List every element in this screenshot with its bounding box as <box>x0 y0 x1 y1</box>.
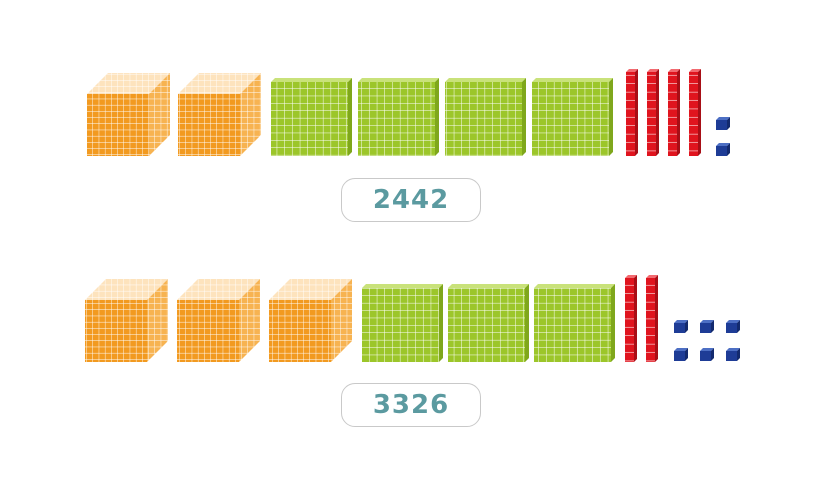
hundred-flat-row1-1 <box>271 78 352 156</box>
unit-cube-row1-1 <box>716 117 730 130</box>
unit-cube-row2-1 <box>674 320 688 333</box>
ten-rod-row1-4 <box>689 69 701 156</box>
unit-cube-row1-2 <box>716 143 730 156</box>
number-label-row-1: 2442 <box>372 185 450 215</box>
hundred-flat-row2-1 <box>362 284 443 362</box>
number-label-row-2: 3326 <box>372 390 450 420</box>
unit-cube-row2-6 <box>726 348 740 361</box>
unit-cube-row2-5 <box>700 348 714 361</box>
blocks-layer <box>85 69 740 362</box>
hundred-flat-row2-2 <box>448 284 529 362</box>
thousand-cube-row1-2 <box>178 73 261 156</box>
unit-cube-row2-4 <box>674 348 688 361</box>
thousand-cube-row2-3 <box>269 279 352 362</box>
number-box-row-1: 2442 <box>341 178 481 222</box>
ten-rod-row2-2 <box>646 275 658 362</box>
thousand-cube-row1-1 <box>87 73 170 156</box>
unit-cube-row2-3 <box>726 320 740 333</box>
ten-rod-row2-1 <box>625 275 637 362</box>
unit-cube-row2-2 <box>700 320 714 333</box>
ten-rod-row1-3 <box>668 69 680 156</box>
number-box-row-2: 3326 <box>341 383 481 427</box>
hundred-flat-row1-2 <box>358 78 439 156</box>
ten-rod-row1-2 <box>647 69 659 156</box>
thousand-cube-row2-2 <box>177 279 260 362</box>
hundred-flat-row1-3 <box>445 78 526 156</box>
hundred-flat-row2-3 <box>534 284 615 362</box>
ten-rod-row1-1 <box>626 69 638 156</box>
thousand-cube-row2-1 <box>85 279 168 362</box>
hundred-flat-row1-4 <box>532 78 613 156</box>
